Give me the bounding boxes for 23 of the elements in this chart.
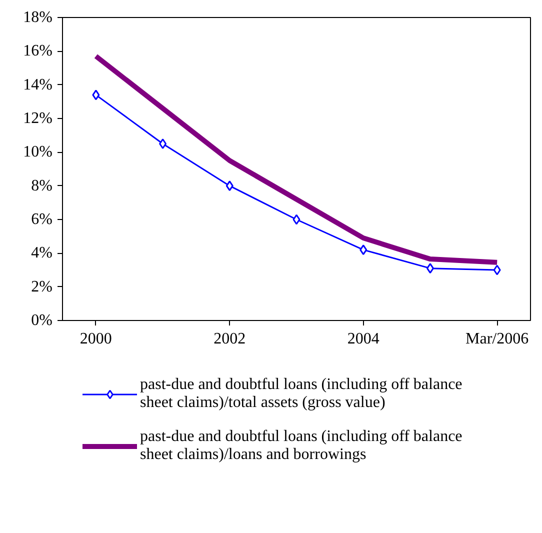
point	[92, 90, 100, 100]
y-tick-label: 8%	[31, 177, 52, 194]
legend-label: past-due and doubtful loans (including off balance sheet claims)/total assets (gross value)	[140, 375, 462, 413]
y-tick-label: 12%	[23, 110, 52, 127]
point	[159, 138, 167, 149]
x-tick-label: 2000	[80, 330, 112, 348]
y-tick-label: 10%	[23, 144, 52, 161]
point	[493, 264, 501, 276]
point	[292, 214, 300, 225]
y-tick-label: 14%	[23, 76, 52, 94]
legend-label: past-due and doubtful loans (including off balance sheet claims)/loans and borrowings	[140, 427, 462, 465]
y-tick-label: 2%	[31, 278, 52, 296]
point	[226, 180, 234, 192]
y-tick-label: 18%	[23, 9, 52, 26]
y-tick-label: 4%	[31, 244, 52, 262]
y-tick-label: 0%	[31, 312, 52, 329]
point	[360, 244, 368, 256]
y-tick-label: 16%	[23, 42, 52, 60]
point	[426, 263, 434, 274]
x-tick-label: Mar/2006	[466, 330, 529, 348]
y-tick-label: 6%	[31, 211, 52, 228]
x-tick-label: 2004	[347, 330, 380, 348]
x-tick-label: 2002	[214, 330, 246, 348]
